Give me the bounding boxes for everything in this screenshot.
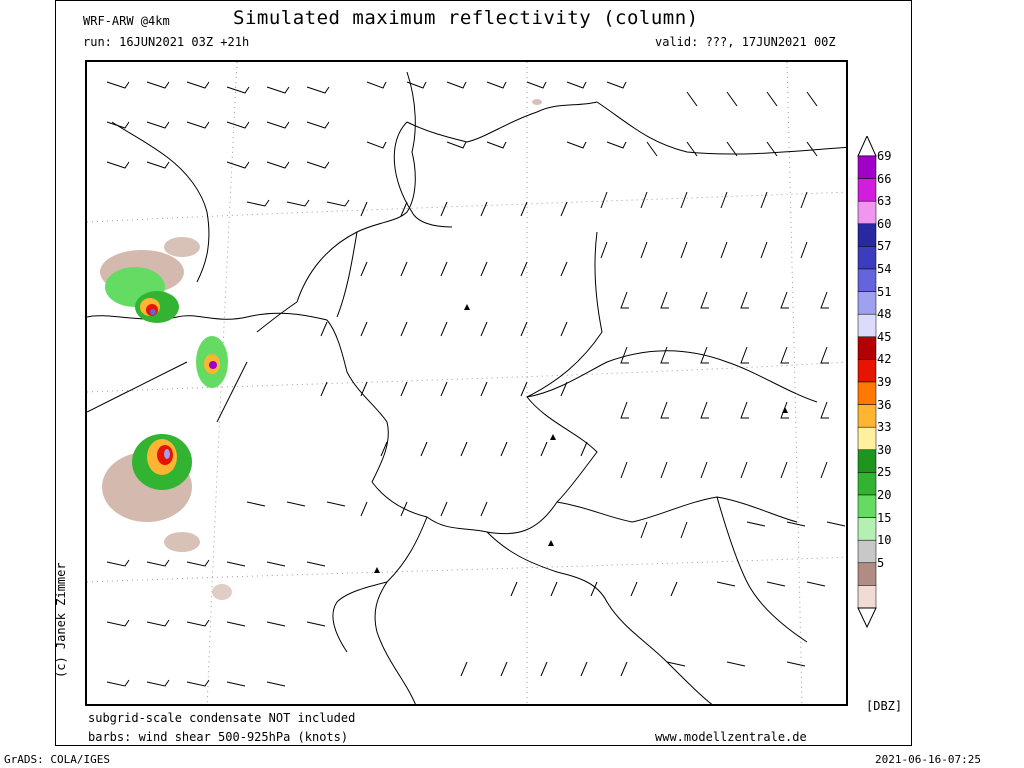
colorbar-swatch [857,359,877,383]
colorbar-swatch [857,246,877,270]
map-canvas [87,62,846,704]
colorbar-swatch [857,517,877,541]
page-title: Simulated maximum reflectivity (column) [233,7,699,29]
colorbar-label: 5 [877,555,885,570]
colorbar-label: 45 [877,329,892,344]
colorbar-swatch [857,562,877,586]
website-label: www.modellzentrale.de [655,730,807,744]
colorbar-swatch [857,178,877,202]
colorbar-swatch [857,336,877,360]
footnote-barbs: barbs: wind shear 500-925hPa (knots) [88,730,349,744]
colorbar-label: 66 [877,171,892,186]
colorbar-swatch [857,200,877,225]
colorbar-label: 54 [877,262,892,276]
colorbar-swatch [857,494,877,518]
colorbar-label: 33 [877,420,892,435]
colorbar-swatch [857,381,877,405]
colorbar-label: 30 [877,442,892,457]
colorbar-label: 20 [877,488,892,502]
colorbar-label: 36 [877,397,892,412]
colorbar-label: 63 [877,194,892,209]
colorbar-swatch [857,155,877,179]
colorbar-label: 39 [877,375,892,389]
precip-cells [100,99,542,600]
colorbar-swatch [857,313,877,338]
city-markers [374,304,788,573]
colorbar-label: 57 [877,239,892,254]
run-label: run: 16JUN2021 03Z +21h [83,35,250,49]
valid-label: valid: ???, 17JUN2021 00Z [655,35,836,49]
colorbar-label: 25 [877,465,892,480]
reflectivity-map [85,60,848,706]
colorbar-swatch [857,539,877,564]
timestamp-label: 2021-06-16-07:25 [875,753,981,766]
colorbar-swatch [857,404,877,428]
colorbar-label: 60 [877,216,892,231]
model-label: WRF-ARW @4km [83,14,170,28]
colorbar-swatch [857,585,877,609]
grads-label: GrADS: COLA/IGES [4,753,110,766]
colorbar-swatch [857,449,877,473]
unit-label: [DBZ] [866,699,903,713]
colorbar-swatch [857,472,877,496]
copyright-label: (c) Janek Zimmer [54,562,68,678]
colorbar-label: 69 [877,149,892,163]
colorbar-swatch [857,268,877,292]
colorbar-label: 15 [877,510,892,525]
plot-frame [55,0,912,746]
coastlines-borders [87,71,846,704]
colorbar-swatch [857,291,877,315]
wind-barbs [106,81,846,687]
colorbar-label: 48 [877,307,892,322]
colorbar-swatch [857,223,877,247]
colorbar-label: 42 [877,352,892,367]
colorbar-label: 10 [877,533,892,548]
footnote-condensate: subgrid-scale condensate NOT included [88,711,356,725]
colorbar-swatches [857,136,877,628]
graticule [87,62,846,704]
colorbar-label: 51 [877,284,892,299]
colorbar-swatch [857,426,877,451]
